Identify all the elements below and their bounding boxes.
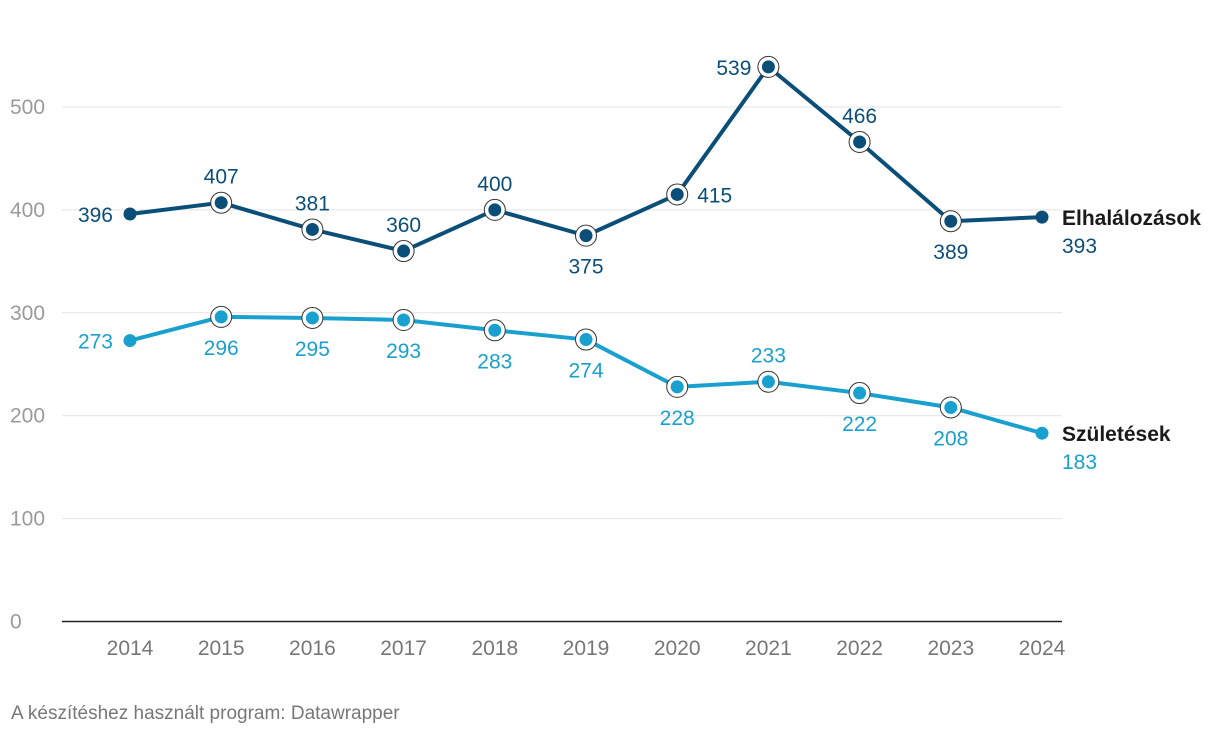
data-point [305,311,319,325]
data-label: 375 [568,256,603,279]
data-point [761,375,775,389]
data-point [761,60,775,74]
source-credit: A készítéshez használt program: Datawrap… [11,703,400,724]
data-label: 228 [660,407,695,430]
x-tick-label: 2015 [198,637,245,660]
data-point [1035,210,1049,224]
data-point [579,333,593,347]
data-label: 222 [842,413,877,436]
series-group: 396 407 381 360 400 375 415 539 466 389 393 Elhalál… [78,55,1201,474]
data-point [214,310,228,324]
data-label: 295 [295,338,330,361]
data-point [123,207,137,221]
data-label: 293 [386,340,421,363]
data-label: 389 [933,241,968,264]
data-point [488,323,502,337]
data-label: 273 [78,331,113,354]
y-tick-label: 400 [10,199,45,222]
data-label: 407 [204,166,239,189]
x-axis: 2014 2015 2016 2017 2018 2019 2020 2021 2022 2023… [107,637,1066,660]
y-tick-label: 200 [10,405,45,428]
x-tick-label: 2021 [745,637,792,660]
y-tick-label: 100 [10,508,45,531]
x-tick-label: 2017 [380,637,427,660]
y-tick-label: 500 [10,96,45,119]
data-label: 296 [204,337,239,360]
data-label: 415 [697,184,732,207]
x-tick-label: 2020 [654,637,701,660]
data-label: 539 [716,57,751,80]
series-name-label: Születések [1062,423,1171,446]
data-point [944,214,958,228]
data-point [305,222,319,236]
data-label: 381 [295,192,330,215]
data-label: 274 [568,360,603,383]
data-label: 396 [78,204,113,227]
x-tick-label: 2024 [1019,637,1066,660]
series-deaths: 396 407 381 360 400 375 415 539 466 389 393 Elhalál… [78,55,1201,279]
x-tick-label: 2016 [289,637,336,660]
data-label: 393 [1062,235,1097,258]
data-label: 233 [751,345,786,368]
data-label: 466 [842,105,877,128]
data-point [397,244,411,258]
series-line [128,64,1044,254]
data-point [670,187,684,201]
y-tick-label: 300 [10,302,45,325]
y-axis: 0 100 200 300 400 500 [10,96,1062,634]
data-point [853,386,867,400]
data-point [488,203,502,217]
x-tick-label: 2022 [836,637,883,660]
data-point [397,313,411,327]
data-point [670,380,684,394]
y-tick-label: 0 [10,611,22,634]
data-point [853,135,867,149]
data-label: 400 [477,173,512,196]
data-point [214,196,228,210]
data-label: 208 [933,427,968,450]
series-births: 273 296 295 293 283 274 228 233 222 208 183 Születé… [78,305,1171,474]
x-tick-label: 2023 [927,637,974,660]
series-name-label: Elhalálozások [1062,207,1201,230]
data-label: 360 [386,214,421,237]
x-tick-label: 2019 [563,637,610,660]
x-tick-label: 2018 [471,637,518,660]
x-tick-label: 2014 [107,637,154,660]
data-point [579,229,593,243]
data-point [944,400,958,414]
data-point [123,334,137,348]
data-label: 283 [477,350,512,373]
data-point [1035,426,1049,440]
data-label: 183 [1062,451,1097,474]
